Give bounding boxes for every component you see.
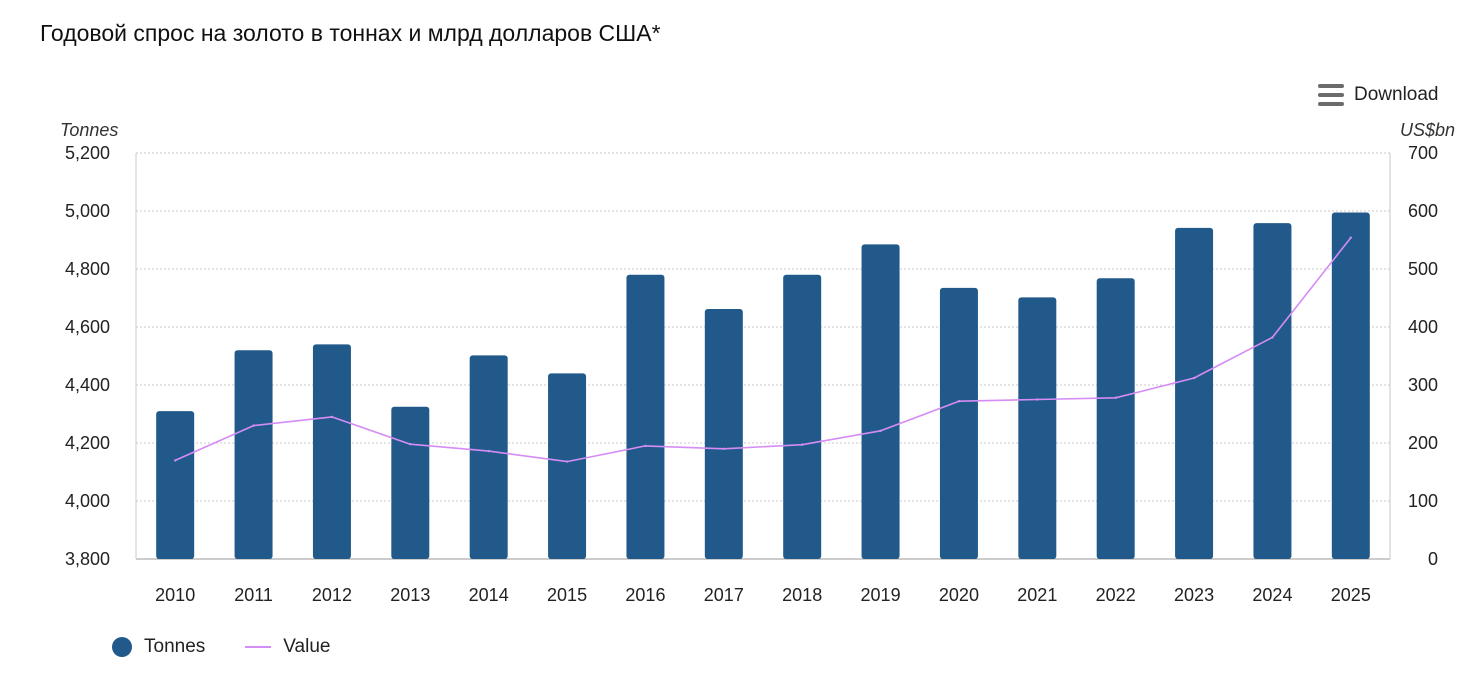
line-point[interactable] xyxy=(330,415,334,419)
line-point[interactable] xyxy=(1114,396,1117,399)
x-tick-label: 2019 xyxy=(861,585,901,605)
right-tick-label: 100 xyxy=(1408,491,1438,511)
x-tick-label: 2016 xyxy=(625,585,665,605)
bar[interactable] xyxy=(939,287,978,559)
right-axis-title: US$bn xyxy=(1400,120,1455,140)
line-point[interactable] xyxy=(879,429,882,433)
line-point[interactable] xyxy=(252,424,255,427)
left-tick-label: 4,000 xyxy=(65,491,110,511)
line-series xyxy=(173,236,1353,463)
x-tick-label: 2020 xyxy=(939,585,979,605)
line-point[interactable] xyxy=(173,459,177,462)
left-axis-title: Tonnes xyxy=(60,120,118,140)
bar[interactable] xyxy=(1018,297,1057,559)
x-tick-label: 2010 xyxy=(155,585,195,605)
line-point[interactable] xyxy=(487,449,490,453)
line-point[interactable] xyxy=(1349,236,1353,239)
value-line xyxy=(174,237,1352,463)
x-tick-label: 2025 xyxy=(1331,585,1371,605)
bar[interactable] xyxy=(861,244,900,559)
x-tick-label: 2018 xyxy=(782,585,822,605)
line-point[interactable] xyxy=(1271,336,1274,339)
left-axis-ticks: 3,800 4,000 4,200 4,400 4,600 4,800 5,000 5,200 xyxy=(65,143,110,569)
bar[interactable] xyxy=(1175,227,1214,559)
left-tick-label: 5,200 xyxy=(65,143,110,163)
line-point[interactable] xyxy=(1036,398,1039,401)
right-tick-label: 300 xyxy=(1408,375,1438,395)
legend-marker-tonnes xyxy=(112,637,132,657)
legend-marker-value xyxy=(245,646,272,648)
x-tick-label: 2011 xyxy=(234,585,273,605)
bar[interactable] xyxy=(156,411,195,559)
legend-label-tonnes: Tonnes xyxy=(144,636,206,657)
x-axis-ticks: 2010 2011 2012 2013 2014 2015 2016 2017 2018 2019… xyxy=(155,585,1371,605)
bar[interactable] xyxy=(548,373,587,559)
x-tick-label: 2013 xyxy=(390,585,430,605)
left-tick-label: 4,600 xyxy=(65,317,110,337)
x-tick-label: 2021 xyxy=(1017,585,1057,605)
left-tick-label: 3,800 xyxy=(65,549,110,569)
x-tick-label: 2015 xyxy=(547,585,587,605)
right-tick-label: 600 xyxy=(1408,201,1438,221)
x-tick-label: 2022 xyxy=(1096,585,1136,605)
line-point[interactable] xyxy=(644,444,647,448)
x-tick-label: 2014 xyxy=(469,585,509,605)
left-tick-label: 4,800 xyxy=(65,259,110,279)
line-point[interactable] xyxy=(722,447,726,450)
right-tick-label: 700 xyxy=(1408,143,1438,163)
chart-title: Годовой спрос на золото в тоннах и млрд … xyxy=(40,20,661,46)
bar[interactable] xyxy=(626,274,665,559)
chart-area: Tonnes US$bn 3,800 4,000 4,200 4,400 4,600 4,… xyxy=(60,120,1455,605)
line-point[interactable] xyxy=(957,400,961,403)
left-tick-label: 4,200 xyxy=(65,433,110,453)
x-tick-label: 2024 xyxy=(1252,585,1292,605)
right-axis-ticks: 0 100 200 300 400 500 600 700 xyxy=(1408,143,1438,569)
legend: Tonnes Value xyxy=(112,636,330,658)
download-button[interactable]: Download xyxy=(1318,80,1439,110)
bar[interactable] xyxy=(783,274,822,559)
legend-item-value[interactable]: Value xyxy=(245,636,330,658)
x-tick-label: 2023 xyxy=(1174,585,1214,605)
legend-label-value: Value xyxy=(283,636,331,657)
right-tick-label: 500 xyxy=(1408,259,1438,279)
menu-icon xyxy=(1318,84,1344,106)
line-point[interactable] xyxy=(409,442,412,446)
bar-series xyxy=(156,212,1370,559)
line-point[interactable] xyxy=(1192,376,1196,380)
x-tick-label: 2017 xyxy=(704,585,744,605)
bar[interactable] xyxy=(469,355,508,559)
bar[interactable] xyxy=(1096,278,1135,559)
line-point[interactable] xyxy=(565,460,569,463)
bar[interactable] xyxy=(1253,223,1292,559)
x-tick-label: 2012 xyxy=(312,585,352,605)
download-label: Download xyxy=(1354,84,1439,105)
bar[interactable] xyxy=(391,406,430,559)
bar[interactable] xyxy=(312,344,351,559)
bar[interactable] xyxy=(1331,212,1370,559)
left-tick-label: 5,000 xyxy=(65,201,110,221)
line-point[interactable] xyxy=(800,443,804,446)
left-tick-label: 4,400 xyxy=(65,375,110,395)
legend-item-tonnes[interactable]: Tonnes xyxy=(112,636,205,658)
right-tick-label: 0 xyxy=(1428,549,1438,569)
bar[interactable] xyxy=(234,350,273,559)
bar[interactable] xyxy=(704,309,743,559)
right-tick-label: 200 xyxy=(1408,433,1438,453)
right-tick-label: 400 xyxy=(1408,317,1438,337)
